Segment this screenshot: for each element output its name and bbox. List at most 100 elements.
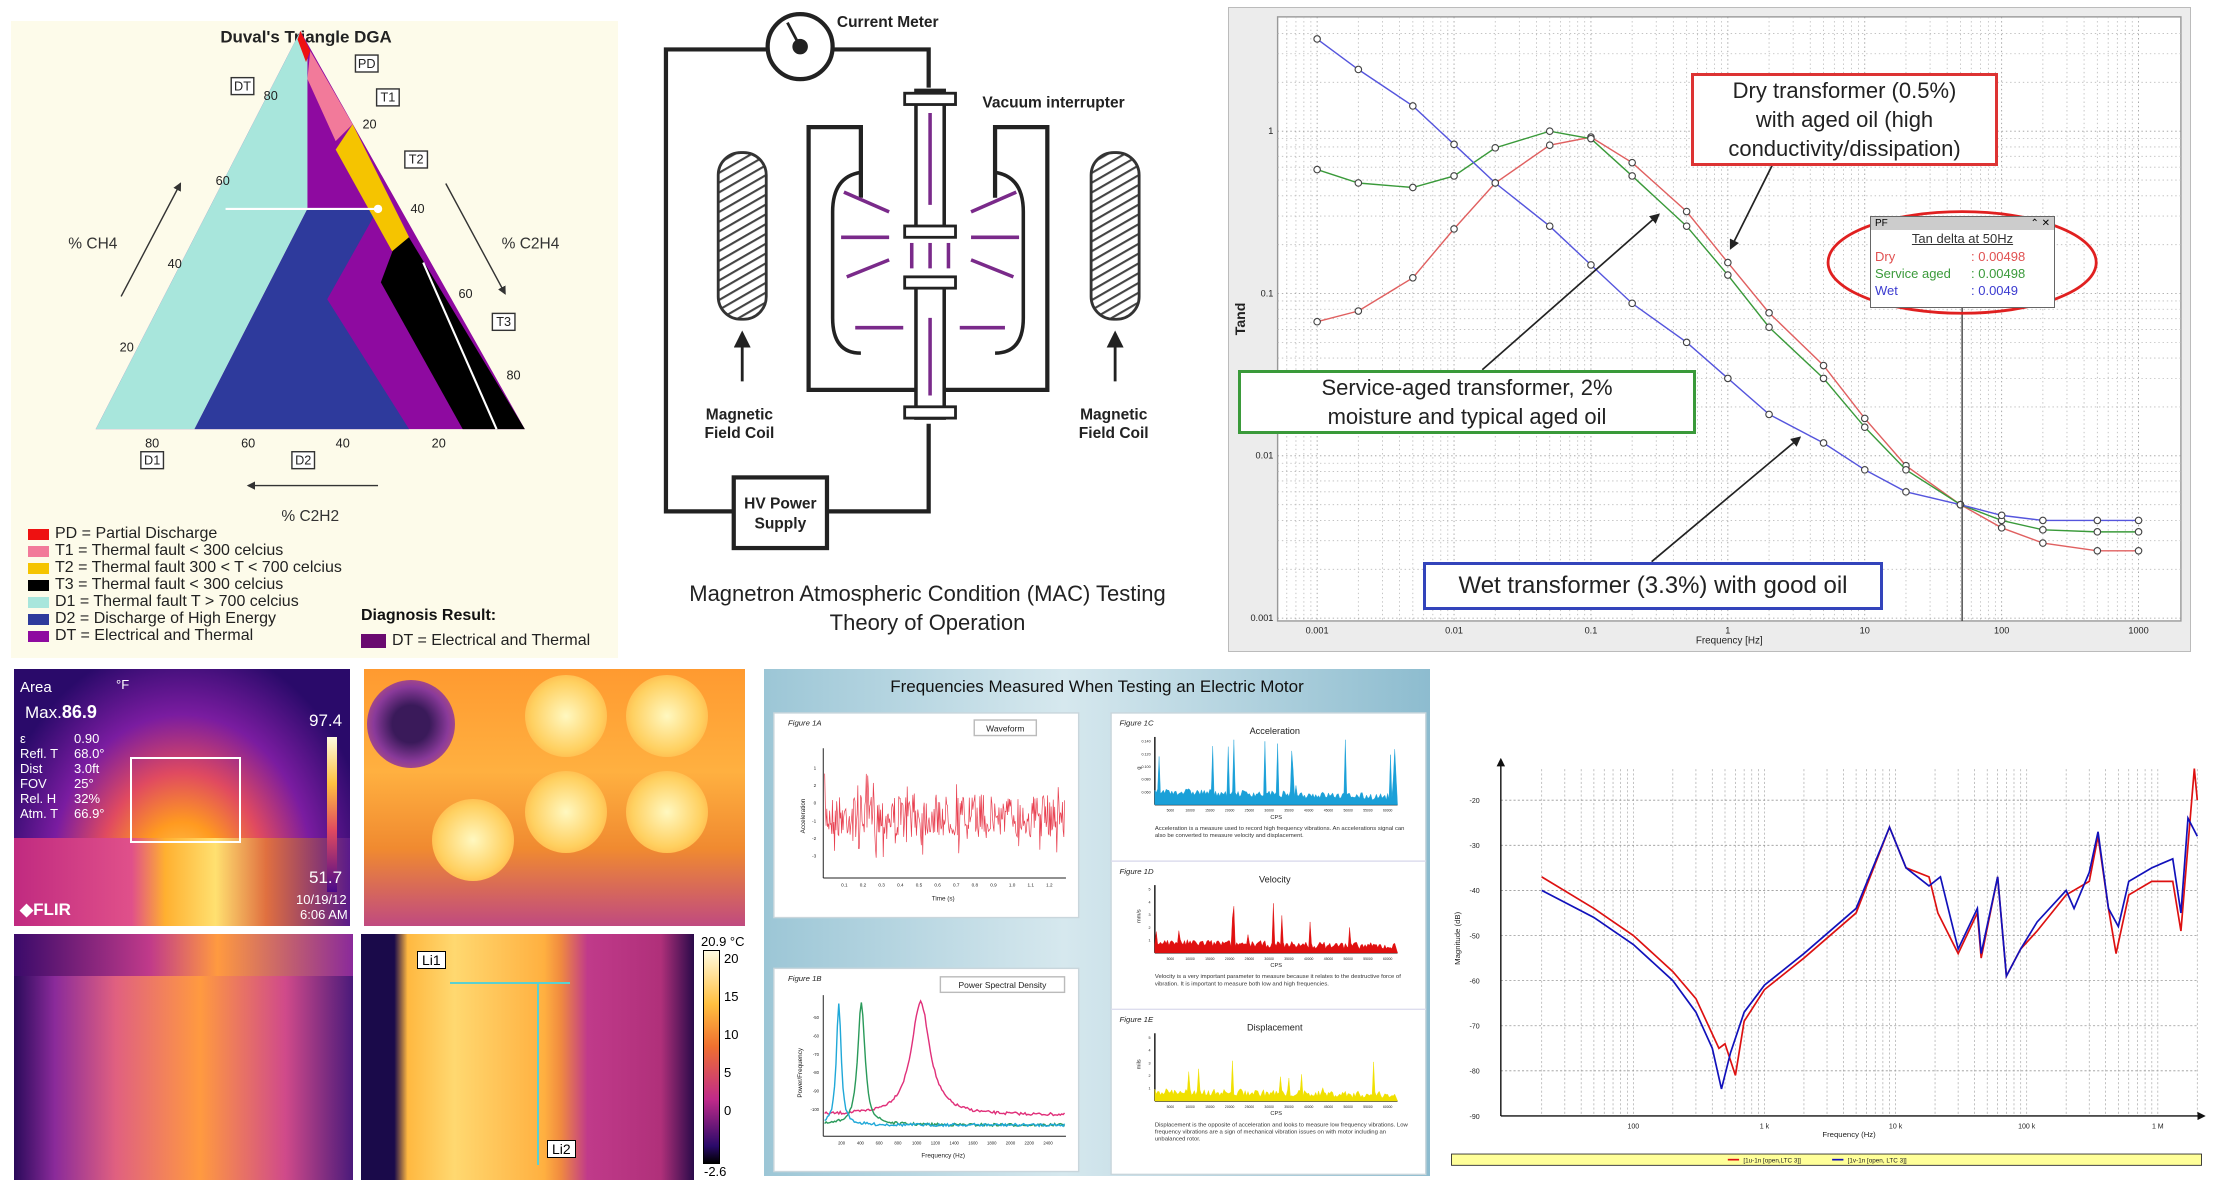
flir-param-name: Rel. H xyxy=(20,791,57,806)
legend-item: T3 = Thermal fault < 300 celcius xyxy=(28,576,283,594)
data-point xyxy=(1997,511,2006,520)
interrupter-flange xyxy=(903,275,957,290)
tooltip-row: Wet: 0.0049 xyxy=(1871,282,2054,299)
motor-figures: Figure 1A Waveform 0.1 0.2 0.3 0.4 0.5 0.6 0.7 0.… xyxy=(773,712,1427,1176)
diagnosis-point xyxy=(373,204,383,214)
label-li1: Li1 xyxy=(417,951,446,969)
zone-d1 xyxy=(95,31,308,430)
coil-right-label-1: Magnetic xyxy=(1080,407,1148,424)
close-icon[interactable]: ✕ xyxy=(2041,218,2050,229)
x-tick-label: 60000 xyxy=(1383,809,1393,813)
y-axis-label: Acceleration xyxy=(800,798,807,833)
figure-label: Figure 1D xyxy=(1120,867,1154,876)
x-tick-label: 0.01 xyxy=(1445,626,1463,636)
diagnosis-swatch xyxy=(361,634,386,648)
current-meter-label: Current Meter xyxy=(837,14,939,31)
y-tick-label: 2 xyxy=(1149,926,1151,930)
tooltip-row-value: : 0.00498 xyxy=(1971,249,2026,264)
y-axis-label: mils xyxy=(1137,1059,1143,1069)
annotation-dry-line: Dry transformer (0.5%) xyxy=(1732,78,1957,103)
data-point xyxy=(2093,546,2102,555)
zone-label-t1: T1 xyxy=(380,91,395,105)
left-tick: 20 xyxy=(120,340,134,354)
data-point xyxy=(2134,528,2143,536)
flir-param-name: Refl. T xyxy=(20,746,59,761)
axis-c2h4: % C2H4 xyxy=(502,235,560,252)
x-tick-label: 35000 xyxy=(1284,809,1294,813)
x-tick-label: 0.6 xyxy=(934,883,941,888)
flir-param-value: 32% xyxy=(74,791,101,806)
x-tick-label: 1 k xyxy=(1760,1124,1770,1131)
annotation-service-aged: Service-aged transformer, 2% moisture an… xyxy=(1238,370,1696,434)
x-tick-label: 10 k xyxy=(1889,1124,1903,1131)
x-tick-label: 45000 xyxy=(1324,1105,1334,1109)
thermal-image-fans xyxy=(364,669,745,926)
y-axis-label: Tand xyxy=(1232,303,1248,336)
y-tick-label: -50 xyxy=(813,1015,820,1020)
y-tick-label: 2 xyxy=(814,783,817,788)
motor-title: Frequencies Measured When Testing an Ele… xyxy=(890,677,1304,696)
data-point xyxy=(1860,414,1869,423)
legend-label: D1 = Thermal fault T > 700 celcius xyxy=(55,593,299,610)
legend-item: PD = Partial Discharge xyxy=(28,525,217,543)
flir-param-row: Rel. H 32% xyxy=(20,791,119,806)
x-tick-label: 25000 xyxy=(1245,809,1255,813)
axis-ch4: % CH4 xyxy=(68,235,118,252)
data-point xyxy=(2039,539,2047,547)
legend-item: T1 = Thermal fault < 300 celcius xyxy=(28,542,283,560)
fan xyxy=(525,675,607,757)
fig1c-description: Acceleration is a measure used to record… xyxy=(1155,824,1405,838)
annotation-arrow-service xyxy=(1481,213,1660,371)
thermal-top-region xyxy=(14,934,353,976)
data-point xyxy=(1819,374,1828,383)
data-point xyxy=(1765,309,1773,317)
scale-tick: 0 xyxy=(724,1103,732,1118)
legend-swatch xyxy=(28,613,49,625)
zone-label-box xyxy=(230,76,255,96)
y-tick-label: 5 xyxy=(1149,888,1151,892)
y-tick-label: -80 xyxy=(813,1070,820,1075)
zone-label-box xyxy=(375,88,400,107)
x-tick-label: 0.9 xyxy=(990,883,997,888)
flir-brand: FLIR xyxy=(33,900,71,919)
field-arrows xyxy=(841,113,1020,396)
data-point xyxy=(2039,516,2047,525)
figure-tag xyxy=(973,719,1038,737)
hv-power-supply xyxy=(731,475,830,551)
flir-param-row: Dist 3.0ft xyxy=(20,761,119,776)
duval-triangle: Duval's Triangle DGA PD T1 T2 T3 DT D1 D2 80 60 4… xyxy=(68,27,560,525)
right-tick: 40 xyxy=(410,202,424,216)
data-point xyxy=(1313,35,1321,43)
figure-label: Figure 1B xyxy=(788,974,822,983)
data-point xyxy=(1587,134,1595,143)
data-point xyxy=(1545,222,1554,230)
zone-label-t3: T3 xyxy=(496,315,511,329)
data-point xyxy=(1450,140,1458,149)
y-tick-label: 2 xyxy=(1149,1074,1151,1078)
x-tick-label: 100 xyxy=(1994,626,2009,636)
y-tick-label: -60 xyxy=(813,1033,820,1038)
y-tick-label: 0.100 xyxy=(1141,765,1150,769)
data-point xyxy=(1819,361,1828,370)
magnetic-coil-right xyxy=(1089,151,1141,321)
x-tick-label: 100 xyxy=(1627,1124,1639,1131)
y-axis-label: Power/Frequency xyxy=(797,1047,804,1097)
data-point xyxy=(1450,225,1458,233)
y-tick-label: 3 xyxy=(1149,1061,1151,1065)
y-tick-label: 3 xyxy=(1149,913,1151,917)
collapse-icon[interactable]: ⌃ xyxy=(2030,218,2039,229)
circuit-wire-bottom xyxy=(826,423,931,514)
thermal-image-transformer xyxy=(14,934,353,1180)
data-point xyxy=(1902,465,1910,474)
x-tick-label: 600 xyxy=(876,1141,884,1146)
zone-label-pd: PD xyxy=(358,57,376,71)
duval-title: Duval's Triangle DGA xyxy=(220,27,391,46)
data-point xyxy=(1682,222,1691,230)
tooltip-header: PF xyxy=(1875,218,1888,229)
flir-param-name: FOV xyxy=(20,776,47,791)
data-point xyxy=(1354,65,1363,74)
figure-tag-label: Waveform xyxy=(986,723,1024,733)
x-tick-label: 25000 xyxy=(1245,957,1255,961)
flir-color-scale xyxy=(327,737,337,892)
